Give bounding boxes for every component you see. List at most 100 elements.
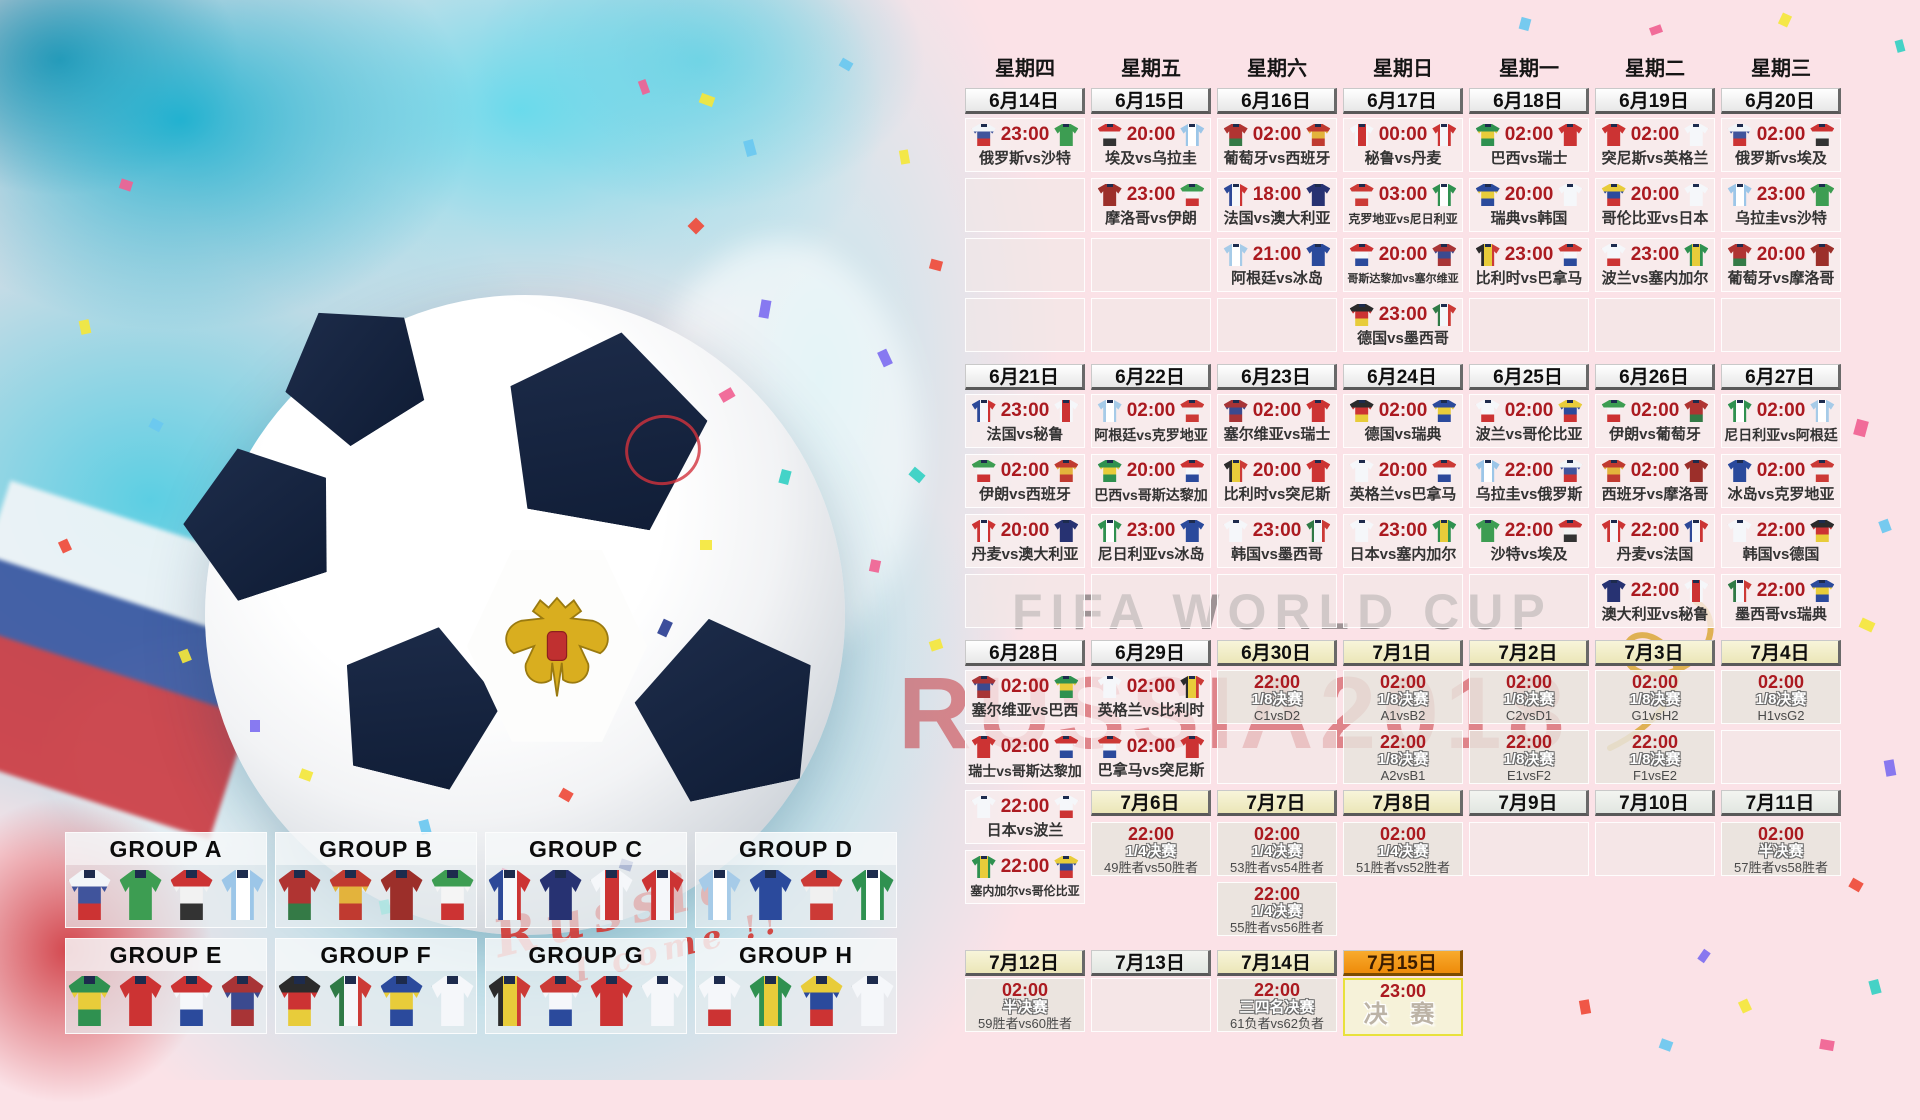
team-jersey-icon [1349,520,1374,542]
date-button[interactable]: 6月25日 [1469,364,1589,390]
date-button[interactable]: 6月21日 [965,364,1085,390]
team-jersey-icon [1097,184,1122,206]
matchup-note: 57胜者vs58胜者 [1734,860,1828,875]
date-button[interactable]: 6月15日 [1091,88,1211,114]
match-time: 20:00 [1630,184,1680,205]
match-time: 23:00 [1000,400,1050,421]
knockout-cell: 02:00 1/4决赛 53胜者vs54胜者 [1217,822,1337,876]
match-time-row: 20:00 [1344,240,1462,270]
date-button[interactable]: 6月29日 [1091,640,1211,666]
weekday-label: 星期一 [1499,58,1559,80]
team-jersey-icon [1054,856,1079,878]
jersey-collar [1441,460,1448,464]
date-button[interactable]: 7月11日 [1721,790,1841,816]
knockout-cell: 02:00 半决赛 57胜者vs58胜者 [1721,822,1841,876]
empty-cell [1217,298,1337,352]
jersey-collar [1358,400,1365,404]
match-teams-label: 乌拉圭vs俄罗斯 [1475,486,1583,503]
matchup-note: F1vsE2 [1632,768,1678,783]
date-button[interactable]: 7月1日 [1343,640,1463,666]
team-jersey-icon [1349,460,1374,482]
group-title: GROUP C [486,833,686,865]
jersey-collar [1736,124,1743,128]
date-button[interactable]: 7月6日 [1091,790,1211,816]
stage-label: 1/8决赛 [1755,691,1807,708]
match-cell: 22:00 日本vs波兰 [965,790,1085,844]
team-jersey-icon [431,870,474,920]
team-jersey-icon [1601,580,1626,602]
date-button[interactable]: 7月10日 [1595,790,1715,816]
jersey-collar [1736,520,1743,524]
jersey-collar [1567,244,1574,248]
jersey-collar [980,676,987,680]
team-jersey-icon [1810,400,1835,422]
match-time: 02:00 [1505,672,1553,692]
group-panel: GROUP D [695,832,897,928]
team-jersey-icon [1684,124,1709,146]
match-cell: 02:00 塞尔维亚vs瑞士 [1217,394,1337,448]
date-button[interactable]: 7月3日 [1595,640,1715,666]
match-time-row: 02:00 [1722,396,1840,426]
date-button[interactable]: 6月24日 [1343,364,1463,390]
match-time-row: 22:00 [1470,516,1588,546]
date-button[interactable]: 6月27日 [1721,364,1841,390]
match-time: 02:00 [1756,400,1806,421]
jersey-collar [1567,520,1574,524]
date-button[interactable]: 6月19日 [1595,88,1715,114]
match-time: 02:00 [1378,400,1428,421]
team-jersey-icon [488,976,531,1026]
date-button[interactable]: 6月20日 [1721,88,1841,114]
date-button[interactable]: 7月14日 [1217,950,1337,976]
match-teams-label: 澳大利亚vs秘鲁 [1601,606,1709,623]
match-cell: 18:00 法国vs澳大利亚 [1217,178,1337,232]
date-button[interactable]: 7月15日 [1343,950,1463,976]
date-button[interactable]: 7月4日 [1721,640,1841,666]
match-time: 20:00 [1252,460,1302,481]
date-button[interactable]: 6月28日 [965,640,1085,666]
date-button[interactable]: 7月7日 [1217,790,1337,816]
match-time: 23:00 [1126,520,1176,541]
date-button[interactable]: 7月2日 [1469,640,1589,666]
jersey-collar [657,976,668,984]
date-button[interactable]: 6月22日 [1091,364,1211,390]
stage-label: 1/4决赛 [1377,843,1429,860]
match-time-row: 02:00 [1092,732,1210,762]
date-button[interactable]: 6月26日 [1595,364,1715,390]
date-button[interactable]: 7月8日 [1343,790,1463,816]
weekday-label: 星期五 [1121,58,1181,80]
match-teams-label: 塞尔维亚vs巴西 [971,702,1079,719]
matchup-note: 53胜者vs54胜者 [1230,860,1324,875]
match-cell: 20:00 比利时vs突尼斯 [1217,454,1337,508]
team-jersey-icon [1727,244,1752,266]
team-jersey-icon [1810,460,1835,482]
knockout-cell: 02:00 半决赛 59胜者vs60胜者 [965,978,1085,1032]
match-time: 02:00 [1630,460,1680,481]
team-jersey-icon [1558,244,1583,266]
jersey-collar [1441,304,1448,308]
match-cell: 23:00 尼日利亚vs冰岛 [1091,514,1211,568]
group-jerseys [66,865,266,920]
match-time: 02:00 [1757,824,1805,844]
match-time: 20:00 [1126,460,1176,481]
team-jersey-icon [641,976,684,1026]
date-button[interactable]: 6月17日 [1343,88,1463,114]
match-time-row: 02:00 [1722,120,1840,150]
team-jersey-icon [1180,124,1205,146]
date-button[interactable]: 7月9日 [1469,790,1589,816]
jersey-collar [1189,184,1196,188]
jersey-collar [1232,460,1239,464]
team-jersey-icon [329,976,372,1026]
match-time: 22:00 [1505,732,1553,752]
date-button[interactable]: 6月18日 [1469,88,1589,114]
match-time: 02:00 [1000,736,1050,757]
date-button[interactable]: 7月12日 [965,950,1085,976]
date-button[interactable]: 6月23日 [1217,364,1337,390]
team-jersey-icon [1180,184,1205,206]
match-teams-label: 塞尔维亚vs瑞士 [1223,426,1331,443]
match-time: 02:00 [1756,460,1806,481]
date-button[interactable]: 6月14日 [965,88,1085,114]
date-button[interactable]: 7月13日 [1091,950,1211,976]
date-button[interactable]: 6月16日 [1217,88,1337,114]
match-teams-label: 葡萄牙vs西班牙 [1223,150,1331,167]
date-button[interactable]: 6月30日 [1217,640,1337,666]
